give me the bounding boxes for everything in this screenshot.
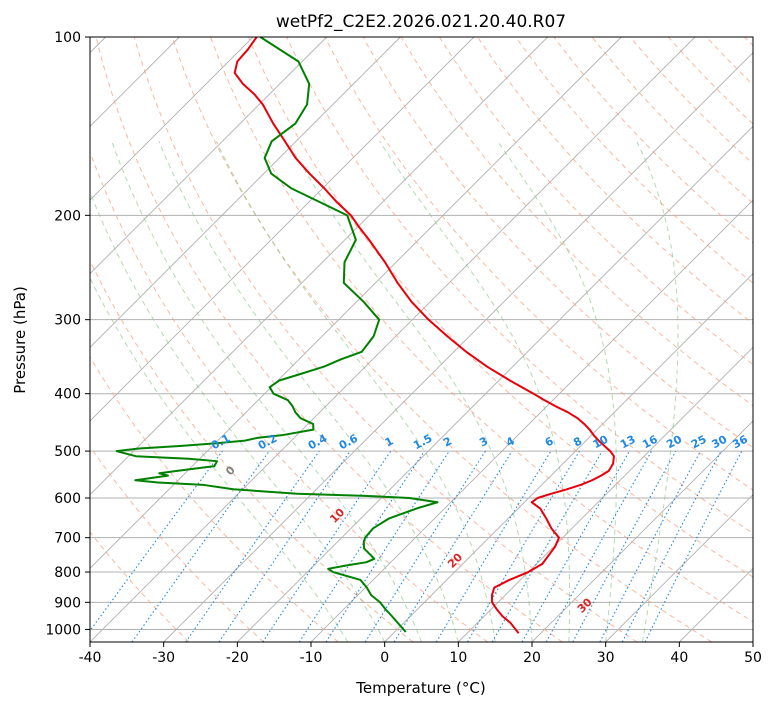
dry-adiabat <box>248 37 753 578</box>
mixing-ratio-line <box>521 450 630 642</box>
chart-title: wetPf2_C2E2.2026.021.20.40.R07 <box>276 12 566 32</box>
mixing-ratio-line <box>572 450 677 642</box>
y-tick-label: 1000 <box>45 622 81 638</box>
sounding-traces <box>115 37 615 634</box>
mixing-ratio-label: 10 <box>591 432 611 451</box>
x-tick-label: -40 <box>79 650 102 666</box>
mixing-ratio-label: 36 <box>730 433 750 452</box>
mixing-ratio-line <box>262 450 392 642</box>
x-axis-title: Temperature (°C) <box>355 679 485 697</box>
temperature-trace <box>233 37 615 634</box>
y-tick-label: 800 <box>54 565 81 581</box>
y-tick-label: 100 <box>54 30 81 46</box>
isotherm-line <box>605 494 753 642</box>
isotherm-line <box>90 37 548 496</box>
moist-adiabat <box>90 190 386 642</box>
axes: -40 -30 -20 -10 0 10 20 30 40 50 100 200 300 400 500 60… <box>45 30 762 666</box>
dry-adiabat <box>90 531 190 642</box>
mixing-ratio-line <box>644 450 743 642</box>
mixing-ratio-line <box>218 450 351 642</box>
x-tick-label: 20 <box>523 650 541 666</box>
mixing-ratio-label: 20 <box>664 432 684 451</box>
mixing-ratio-line <box>90 450 223 632</box>
x-tick-label: 40 <box>670 650 688 666</box>
dry-adiabat <box>95 37 563 642</box>
dry-adiabat <box>362 37 753 449</box>
x-tick-label: -20 <box>226 650 249 666</box>
moist-adiabat <box>215 141 496 642</box>
mixing-ratio-label: 16 <box>640 433 660 452</box>
y-tick-label: 400 <box>54 387 81 403</box>
dry-adiabat <box>400 37 753 407</box>
moist-adiabat <box>497 141 617 642</box>
moist-adiabat <box>636 141 679 642</box>
y-axis-title: Pressure (hPa) <box>11 286 29 394</box>
moist-adiabat <box>379 141 571 642</box>
isotherm-line <box>90 37 622 569</box>
isotherm-line <box>90 37 327 275</box>
y-tick-label: 600 <box>54 491 81 507</box>
plot-frame <box>89 36 754 643</box>
dry-adiabat <box>90 259 414 642</box>
x-tick-label: -10 <box>300 650 323 666</box>
x-tick-label: 10 <box>449 650 467 666</box>
moist-adiabat <box>111 141 422 642</box>
moist-adiabat <box>287 141 533 642</box>
y-tick-label: 700 <box>54 531 81 547</box>
y-tick-label: 900 <box>54 595 81 611</box>
mixing-ratio-line <box>298 450 425 642</box>
moist-adiabat <box>90 277 349 642</box>
isotherm-line <box>458 346 753 642</box>
dewpoint-trace <box>115 37 439 633</box>
mixing-ratio-line <box>393 450 513 642</box>
isotherm-line <box>90 37 254 201</box>
dry-adiabat <box>171 37 712 642</box>
isotherm-line <box>531 420 753 642</box>
x-tick-label: -30 <box>152 650 175 666</box>
dry-adiabat <box>90 356 339 642</box>
y-tick-label: 300 <box>54 313 81 329</box>
mixing-ratio-line <box>545 450 653 642</box>
mixing-ratio-line <box>325 450 450 642</box>
isotherm-line <box>384 273 753 642</box>
isotherm-line <box>90 37 475 422</box>
mixing-ratio-line <box>131 450 270 642</box>
dry-adiabat <box>439 37 753 366</box>
mixing-ratio-label: 13 <box>618 433 638 452</box>
background-lines <box>90 37 753 642</box>
isotherm-line <box>90 37 696 642</box>
moist-adiabat <box>158 141 459 642</box>
x-tick-label: 50 <box>744 650 762 666</box>
mixing-ratio-line <box>185 450 320 642</box>
dry-adiabat <box>324 37 753 491</box>
isotherm-line <box>237 125 753 642</box>
isotherm-line <box>163 52 753 642</box>
mixing-ratio-label: 25 <box>689 433 709 452</box>
y-tick-label: 200 <box>54 208 81 224</box>
isotherm-line <box>90 37 401 348</box>
y-tick-label: 500 <box>54 444 81 460</box>
dry-adiabat <box>133 37 638 642</box>
x-tick-label: 0 <box>380 650 389 666</box>
x-tick-label: 30 <box>597 650 615 666</box>
mixing-ratio-label: 30 <box>710 433 730 452</box>
